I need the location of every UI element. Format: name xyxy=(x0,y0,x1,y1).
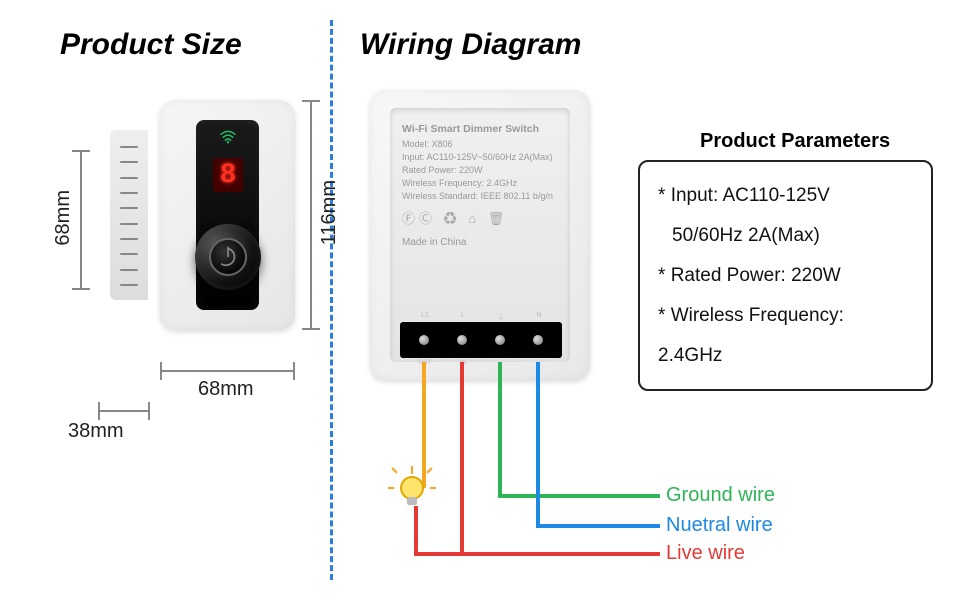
display-segment: 8 xyxy=(213,158,243,192)
device-side-view xyxy=(110,130,148,300)
vent-slot xyxy=(120,223,138,225)
parameter-line: * Wireless Frequency: 2.4GHz xyxy=(658,296,913,376)
parameter-line: * Rated Power: 220W xyxy=(658,256,913,296)
device-front-view: 8 xyxy=(160,100,295,330)
wire-label-live: Live wire xyxy=(666,542,745,565)
wire-label-ground: Ground wire xyxy=(666,484,775,507)
wifi-icon xyxy=(219,130,237,144)
vent-slot xyxy=(120,269,138,271)
knob-inner xyxy=(209,238,247,276)
wiring-diagram-panel: Wi-Fi Smart Dimmer Switch Model: X806 In… xyxy=(360,80,940,580)
vent-slot xyxy=(120,146,138,148)
vent-slot xyxy=(120,161,138,163)
parameter-line: * Input: AC110-125V xyxy=(658,176,913,216)
parameters-box: * Input: AC110-125V 50/60Hz 2A(Max) * Ra… xyxy=(638,160,933,391)
dimmer-knob[interactable] xyxy=(195,224,261,290)
heading-product-size: Product Size xyxy=(60,28,242,62)
vent-slot xyxy=(120,192,138,194)
parameters-title: Product Parameters xyxy=(700,130,890,153)
vent-slot xyxy=(120,284,138,286)
parameter-line: 50/60Hz 2A(Max) xyxy=(658,216,913,256)
device-face-panel: 8 xyxy=(196,120,259,310)
product-size-panel: 8 116mm 68mm 68m xyxy=(50,90,310,500)
vent-slot xyxy=(120,207,138,209)
vent-slot xyxy=(120,253,138,255)
section-divider xyxy=(330,20,333,580)
heading-wiring-diagram: Wiring Diagram xyxy=(360,28,581,62)
display-value: 8 xyxy=(220,160,237,191)
vent-slot xyxy=(120,177,138,179)
bulb-icon xyxy=(388,464,436,512)
wire-label-neutral: Nuetral wire xyxy=(666,514,773,537)
vent-slot xyxy=(120,238,138,240)
